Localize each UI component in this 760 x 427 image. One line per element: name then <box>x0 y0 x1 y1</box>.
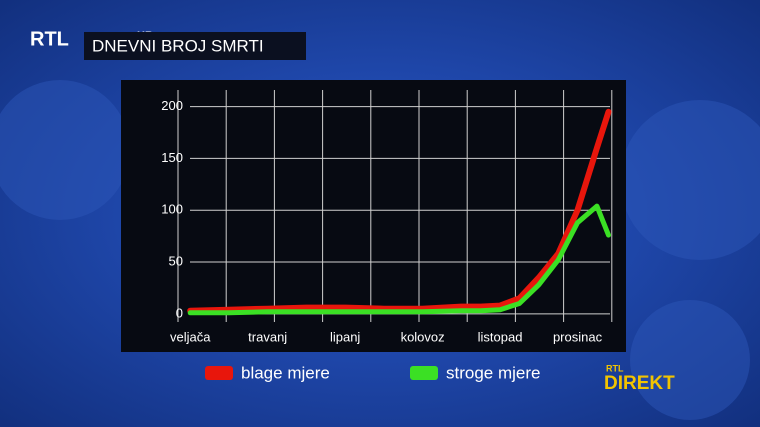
logo: RTL <box>30 28 69 50</box>
y-tick-label: 200 <box>161 98 183 113</box>
x-tick-label: kolovoz <box>401 329 445 344</box>
x-tick-label: veljača <box>170 329 211 344</box>
badge-brand: RTL <box>606 363 624 373</box>
virus-decor <box>0 80 130 220</box>
series-line <box>187 108 612 314</box>
legend-swatch <box>410 366 438 380</box>
legend-swatch <box>205 366 233 380</box>
y-tick-label: 0 <box>176 305 183 320</box>
badge: DIREKT <box>604 373 675 394</box>
x-tick-label: prosinac <box>553 329 603 344</box>
legend-label: stroge mjere <box>446 363 540 382</box>
x-tick-label: lipanj <box>330 329 360 344</box>
x-tick-label: listopad <box>478 329 523 344</box>
y-tick-label: 150 <box>161 150 183 165</box>
y-tick-label: 100 <box>161 202 183 217</box>
virus-decor <box>630 300 750 420</box>
title-box <box>84 32 306 60</box>
legend-label: blage mjere <box>241 363 330 382</box>
y-tick-label: 50 <box>169 253 183 268</box>
series-line <box>187 203 611 316</box>
x-tick-label: travanj <box>248 329 287 344</box>
chart-title: DNEVNI BROJ SMRTI <box>92 36 264 55</box>
virus-decor <box>620 100 760 260</box>
